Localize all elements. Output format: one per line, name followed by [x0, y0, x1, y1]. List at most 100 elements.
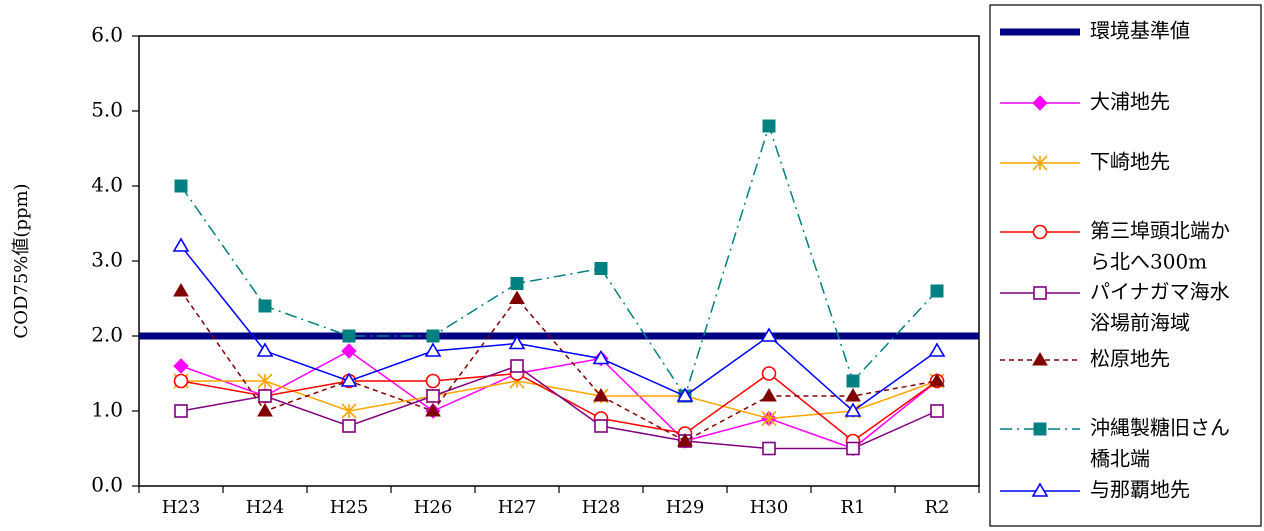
y-tick-label: 1.0 [91, 398, 123, 422]
legend-swatch-marker [1032, 352, 1048, 366]
data-point [762, 119, 776, 133]
data-point [930, 284, 944, 298]
data-point [846, 441, 860, 456]
legend-label: ら北へ300m [1090, 250, 1207, 274]
data-point [928, 342, 946, 357]
x-tick-label: R1 [840, 497, 865, 518]
data-point [762, 441, 776, 456]
data-point [424, 342, 442, 357]
data-point [173, 373, 189, 389]
series-line [180, 245, 938, 412]
x-tick-label: H24 [246, 497, 285, 518]
data-point [257, 373, 273, 389]
legend-swatch-marker [1033, 422, 1047, 436]
data-point [594, 262, 608, 275]
x-tick-label: H26 [414, 497, 453, 518]
data-point [594, 419, 608, 433]
legend-box [989, 4, 1262, 527]
legend-item: 松原地先 [1000, 347, 1170, 371]
data-point [340, 372, 358, 387]
data-point [425, 403, 441, 417]
legend-label: 松原地先 [1090, 347, 1170, 371]
data-point [426, 389, 440, 403]
legend-label: 沖縄製糖旧さん [1090, 416, 1230, 440]
data-point [256, 342, 274, 357]
data-point [929, 373, 945, 387]
data-point [341, 403, 357, 419]
legend-label: パイナガマ海水 [1090, 280, 1230, 304]
data-point [592, 349, 610, 365]
x-tick-label: H27 [498, 497, 537, 518]
y-tick-label: 2.0 [91, 323, 123, 347]
legend-swatch-marker [1032, 224, 1048, 240]
data-point [425, 373, 441, 389]
data-point [676, 387, 694, 402]
series-layer [139, 119, 979, 457]
data-point [258, 389, 272, 403]
data-point [426, 329, 440, 343]
data-point [510, 277, 524, 290]
data-point [510, 359, 524, 373]
data-point [930, 404, 944, 418]
data-point [174, 179, 188, 193]
data-point [845, 388, 861, 402]
data-point [508, 334, 526, 350]
x-tick-label: H30 [750, 497, 789, 518]
data-point [258, 299, 272, 313]
data-point [761, 410, 777, 427]
y-tick-label: 0.0 [91, 473, 123, 497]
plot-area [138, 35, 980, 487]
series-7 [172, 237, 946, 417]
y-tick-label: 5.0 [91, 98, 123, 122]
data-point [342, 419, 356, 433]
legend-label: 第三埠頭北端か [1090, 219, 1230, 243]
y-axis: 0.0 1.0 2.0 3.0 4.0 5.0 6.0 [91, 23, 139, 497]
legend-item: 大浦地先 [1000, 90, 1170, 114]
x-tick-label: H25 [330, 497, 369, 518]
x-tick-label: H29 [666, 497, 705, 518]
y-tick-label: 4.0 [91, 173, 123, 197]
series-4 [174, 359, 944, 456]
series-line [180, 290, 938, 442]
legend-label: 橋北端 [1090, 447, 1150, 471]
data-point [760, 327, 778, 342]
data-point [761, 366, 777, 381]
data-point [172, 237, 190, 252]
legend-label: 環境基準値 [1090, 19, 1190, 43]
legend-item: 与那覇地先 [1000, 478, 1190, 502]
data-point [677, 433, 693, 447]
y-tick-label: 6.0 [91, 23, 123, 47]
data-point [761, 388, 777, 402]
x-tick-label: H28 [582, 497, 621, 518]
series-line [180, 365, 938, 450]
legend-swatch-marker [1031, 482, 1049, 497]
series-line [180, 350, 938, 450]
series-6 [174, 119, 944, 403]
data-point [593, 388, 609, 402]
y-axis-label: COD75%値(ppm) [11, 183, 32, 338]
data-point [173, 283, 189, 297]
x-tick-label: R2 [924, 497, 949, 518]
series-line [180, 123, 938, 398]
legend-swatch-marker [1032, 95, 1048, 111]
series-5 [173, 283, 945, 447]
data-point [342, 329, 356, 343]
legend-item: 下崎地先 [1000, 150, 1170, 174]
data-point [846, 374, 860, 388]
x-axis: H23 H24 H25 H26 H27 H28 H29 H30 R1 R2 [138, 486, 980, 518]
x-tick-label: H23 [162, 497, 201, 518]
data-point [257, 403, 273, 417]
data-point [509, 290, 525, 304]
data-point [341, 343, 357, 359]
legend-label: 下崎地先 [1090, 150, 1170, 174]
legend-label: 与那覇地先 [1090, 478, 1190, 502]
legend-label: 浴場前海域 [1090, 311, 1190, 335]
legend-swatch-marker [1032, 155, 1048, 171]
legend-item: 環境基準値 [1000, 19, 1190, 43]
data-point [173, 358, 189, 374]
